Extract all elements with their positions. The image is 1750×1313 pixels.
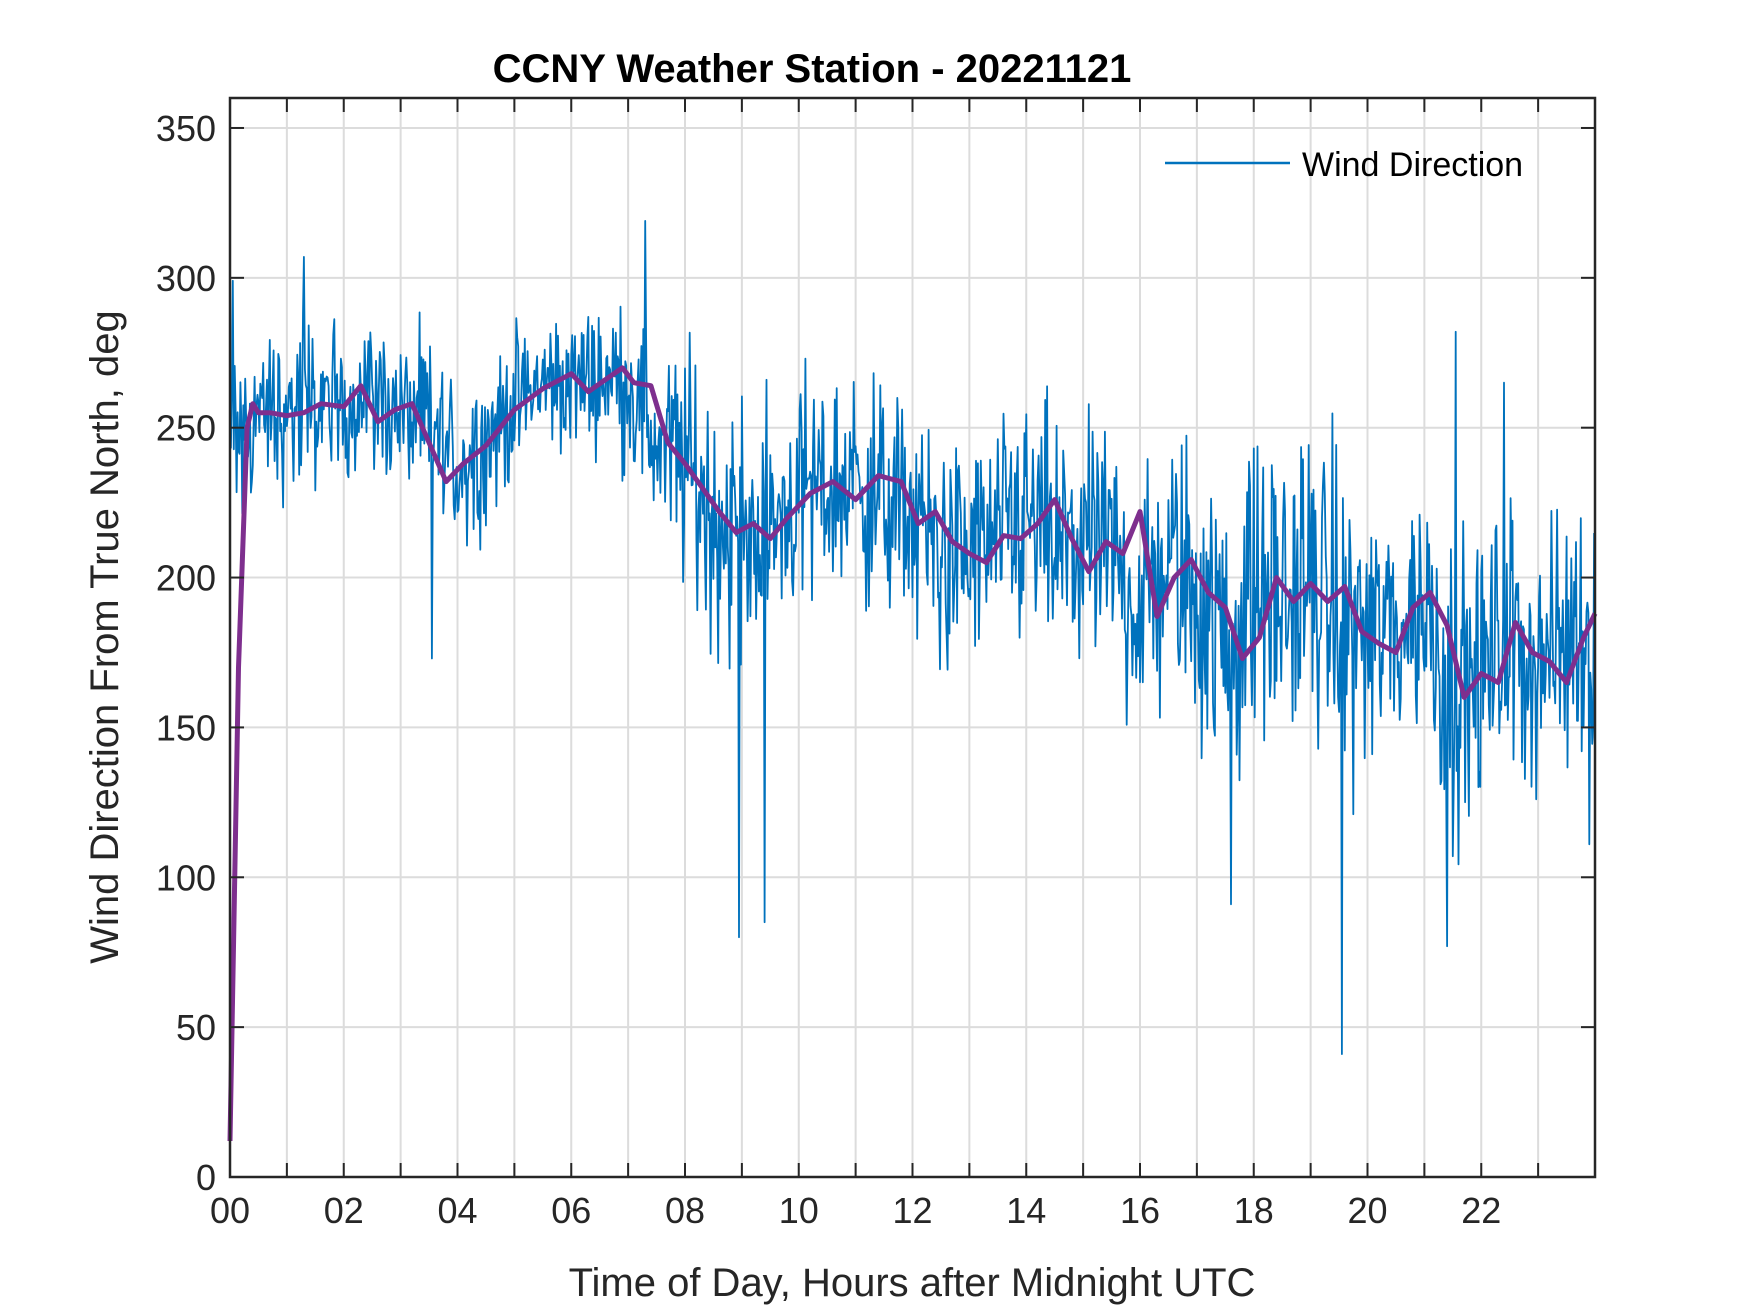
x-tick-label: 18	[1234, 1190, 1274, 1231]
x-tick-label: 02	[324, 1190, 364, 1231]
x-tick-label: 20	[1347, 1190, 1387, 1231]
y-tick-label: 350	[156, 108, 216, 149]
x-axis-label: Time of Day, Hours after Midnight UTC	[569, 1261, 1256, 1305]
y-tick-label: 50	[176, 1007, 216, 1048]
x-tick-label: 06	[551, 1190, 591, 1231]
x-tick-label: 08	[665, 1190, 705, 1231]
grid	[229, 98, 1595, 1177]
legend: Wind Direction	[1165, 146, 1523, 184]
x-tick-label: 10	[779, 1190, 819, 1231]
axis-ticks	[229, 98, 1595, 1178]
y-tick-label: 0	[196, 1157, 216, 1198]
x-tick-label: 16	[1120, 1190, 1160, 1231]
y-tick-label: 100	[156, 857, 216, 898]
y-tick-label: 150	[156, 707, 216, 748]
x-tick-label: 14	[1006, 1190, 1046, 1231]
tick-labels: 00 02 04 06 08 10 12 14 16 18 20 22 0 50 100 150 200 250 3…	[156, 108, 1501, 1231]
series-wind-direction-line	[229, 220, 1595, 1055]
y-tick-label: 250	[156, 408, 216, 449]
chart-title: CCNY Weather Station - 20221121	[493, 47, 1132, 91]
plot-area	[227, 220, 1598, 1142]
x-tick-label: 22	[1461, 1190, 1501, 1231]
legend-label-wind-direction: Wind Direction	[1302, 146, 1523, 184]
x-tick-label: 00	[210, 1190, 250, 1231]
x-tick-label: 04	[437, 1190, 477, 1231]
series-moving-average-line	[227, 365, 1598, 1142]
y-tick-label: 300	[156, 258, 216, 299]
x-tick-label: 12	[892, 1190, 932, 1231]
y-tick-label: 200	[156, 558, 216, 599]
y-axis-label: Wind Direction From True North, deg	[83, 310, 127, 964]
